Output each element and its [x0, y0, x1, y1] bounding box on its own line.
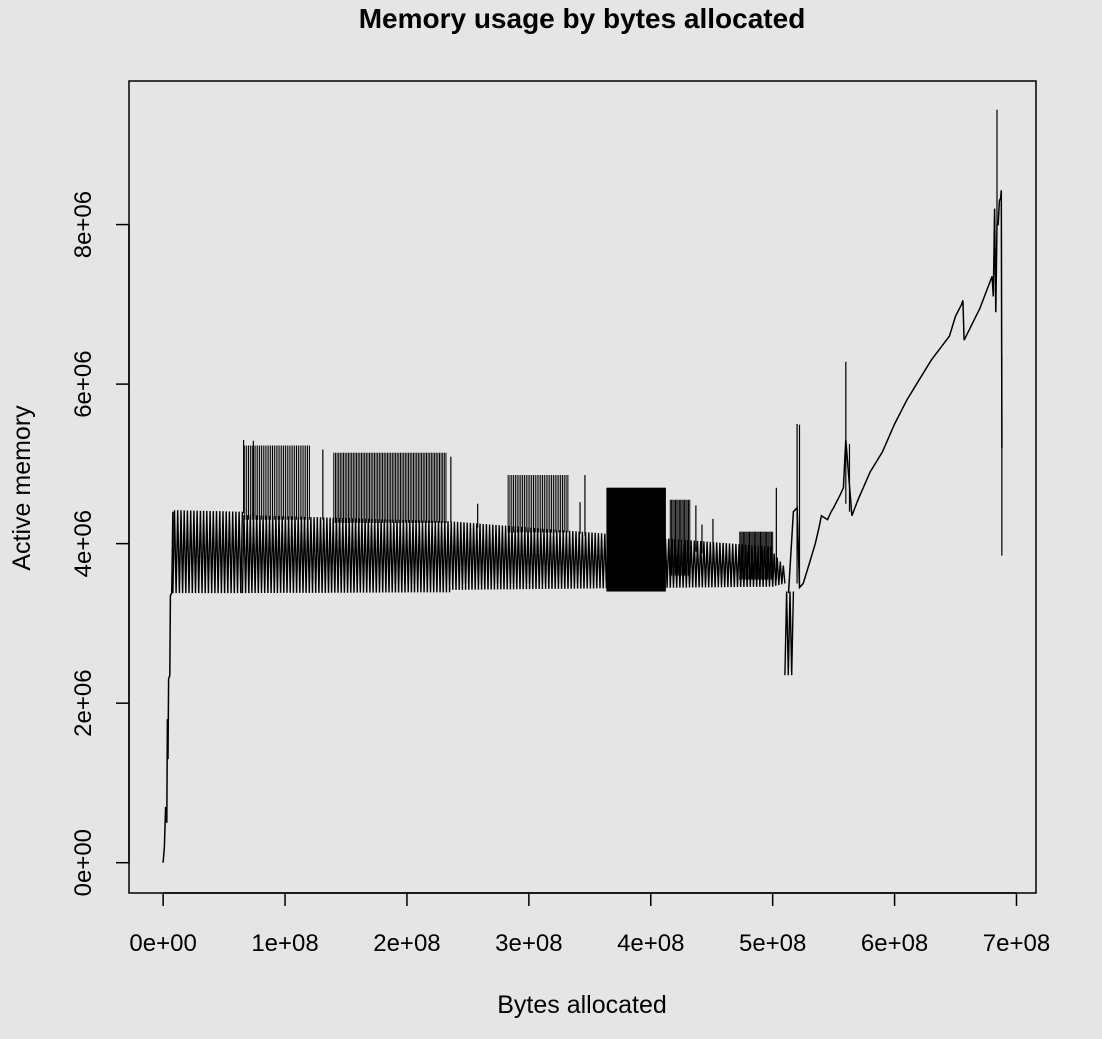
- y-axis-label: Active memory: [8, 405, 36, 571]
- x-tick-label: 3e+08: [495, 930, 562, 957]
- oscillation-band: [241, 514, 451, 594]
- y-tick-label: 4e+06: [70, 510, 97, 577]
- y-tick-label: 8e+06: [70, 191, 97, 258]
- x-axis: 0e+00 1e+08 2e+08 3e+08 4e+08 5e+08 6e+08 7e+08: [129, 892, 1050, 957]
- x-axis-label: Bytes allocated: [497, 991, 667, 1019]
- x-tick-label: 4e+08: [617, 930, 684, 957]
- x-tick-label: 0e+00: [129, 930, 196, 957]
- chart-title: Memory usage by bytes allocated: [359, 3, 806, 34]
- oscillation-band: [784, 591, 795, 676]
- x-tick-label: 7e+08: [983, 930, 1050, 957]
- y-tick-label: 0e+00: [70, 829, 97, 896]
- y-tick-label: 2e+06: [70, 669, 97, 736]
- data-layer: [162, 109, 1003, 863]
- series-line-trend: [787, 190, 1003, 594]
- x-tick-label: 1e+08: [251, 930, 318, 957]
- y-tick-label: 6e+06: [70, 350, 97, 417]
- oscillation-band: [772, 553, 786, 587]
- x-tick-label: 6e+08: [861, 930, 928, 957]
- x-tick-label: 5e+08: [739, 930, 806, 957]
- series-line-start: [162, 511, 174, 863]
- oscillation-band: [172, 510, 244, 594]
- y-axis: 0e+00 2e+06 4e+06 6e+06 8e+06: [70, 191, 130, 896]
- x-tick-label: 2e+08: [373, 930, 440, 957]
